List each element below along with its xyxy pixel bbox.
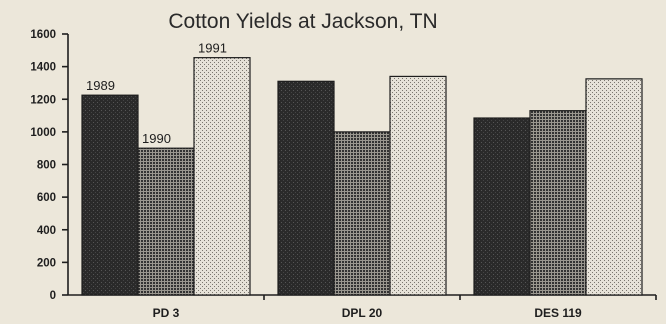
x-tick-label: PD 3 [153, 306, 180, 320]
x-tick-labels: PD 3 DPL 20 DES 119 [153, 295, 657, 320]
bar-1989-dpl-20 [277, 80, 335, 296]
series-label-1991: 1991 [198, 41, 227, 56]
bar-1989-des-119 [473, 117, 531, 296]
bar-1991-dpl-20 [389, 75, 447, 296]
bar-1990-des-119 [529, 110, 587, 296]
x-tick-label: DES 119 [534, 306, 582, 320]
y-tick-label: 1400 [30, 62, 56, 74]
series-labels: 1989 1990 1991 [86, 41, 227, 147]
x-tick-label: DPL 20 [342, 306, 383, 320]
bar-1990-pd-3 [137, 147, 195, 296]
bar-1990-dpl-20 [333, 131, 391, 296]
y-tick-label: 0 [50, 290, 56, 302]
chart-title: Cotton Yields at Jackson, TN [168, 10, 437, 33]
series-label-1990: 1990 [142, 131, 171, 146]
bars [81, 57, 643, 296]
y-ticks: 0 200 400 600 800 1000 1200 1400 1600 [30, 29, 68, 302]
series-label-1989: 1989 [86, 78, 115, 93]
y-tick-label: 400 [37, 225, 56, 237]
y-tick-label: 200 [37, 257, 56, 269]
y-tick-label: 800 [37, 160, 56, 172]
bar-1989-pd-3 [81, 94, 139, 296]
bar-1991-des-119 [585, 78, 643, 296]
y-tick-label: 1200 [30, 94, 56, 106]
bar-1991-pd-3 [193, 57, 251, 296]
y-tick-label: 1600 [30, 29, 56, 41]
y-tick-label: 1000 [30, 127, 56, 139]
y-tick-label: 600 [37, 192, 56, 204]
